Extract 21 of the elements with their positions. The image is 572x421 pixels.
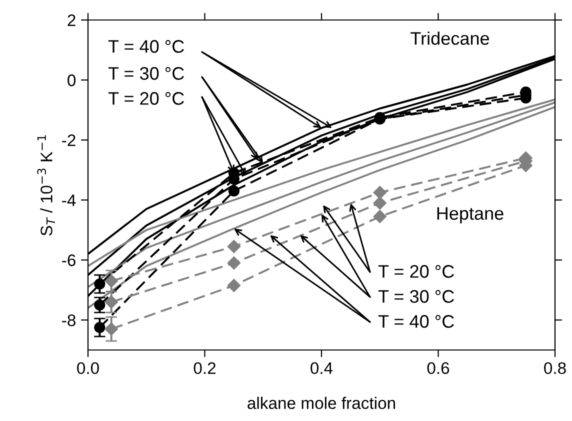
y-tick-label: -2 — [62, 134, 76, 146]
annotation: Tridecane — [410, 32, 490, 45]
x-tick-label: 0.6 — [427, 362, 450, 374]
annotation: T = 20 °C — [378, 265, 454, 278]
x-axis-title: alkane mole fraction — [248, 396, 395, 410]
annotation: T = 40 °C — [108, 40, 184, 53]
y-axis-title: S$_{T}$ / 10$^{−3}$ K$^{−1}$ — [37, 135, 55, 236]
y-tick-label: 0 — [68, 74, 76, 86]
x-tick-label: 0.0 — [77, 362, 99, 374]
y-tick-label: -6 — [62, 254, 76, 266]
annotation: T = 40 °C — [378, 315, 454, 328]
y-tick-label: -8 — [62, 314, 76, 326]
annotation: Heptane — [437, 207, 504, 224]
x-tick-label: 0.2 — [194, 362, 216, 374]
annotation: T = 30 °C — [378, 290, 454, 303]
annotation: T = 30 °C — [108, 67, 184, 80]
x-tick-label: 0.4 — [310, 362, 333, 374]
y-tick-label: -4 — [62, 194, 76, 206]
y-tick-label: 2 — [68, 14, 76, 26]
annotation: T = 20 °C — [108, 92, 184, 105]
x-tick-label: 0.8 — [544, 362, 566, 374]
